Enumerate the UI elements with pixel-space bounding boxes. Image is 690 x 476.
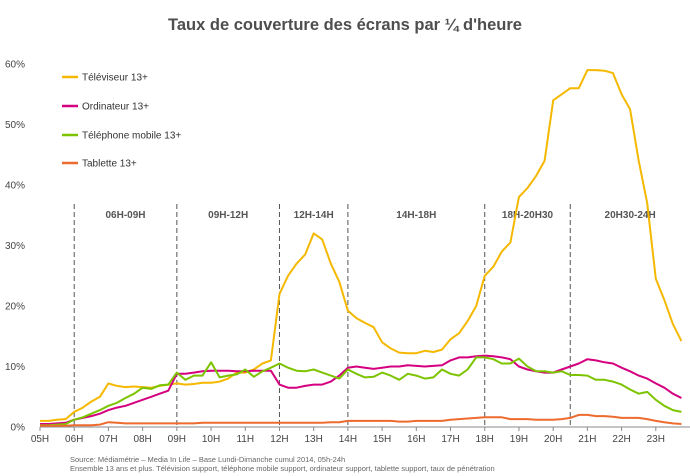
series-line-3 bbox=[40, 413, 682, 427]
source-note: Source: Médiamétrie – Media In Life – Ba… bbox=[70, 455, 495, 473]
period-label: 14H-18H bbox=[396, 210, 436, 221]
x-tick-label: 21H bbox=[578, 434, 596, 445]
series-line-0 bbox=[40, 69, 683, 422]
x-tick-label: 10H bbox=[202, 434, 220, 445]
period-label: 06H-09H bbox=[106, 210, 146, 221]
period-dividers: 06H-09H 09H-12H 12H-14H 14H-18H 18H-20H30 20H… bbox=[73, 204, 656, 427]
period-label: 20H30-24H bbox=[605, 210, 656, 221]
y-tick-label: 30% bbox=[5, 241, 25, 252]
x-tick-label: 19H bbox=[510, 434, 528, 445]
source-line-2: Ensemble 13 ans et plus. Télévision supp… bbox=[70, 464, 495, 473]
x-tick-label: 17H bbox=[441, 434, 459, 445]
legend-label: Téléviseur 13+ bbox=[82, 73, 148, 84]
series-lines bbox=[40, 69, 683, 427]
chart-legend: Téléviseur 13+ Ordinateur 13+ Téléphone mo… bbox=[62, 73, 181, 170]
y-tick-label: 20% bbox=[5, 302, 25, 313]
x-tick-label: 23H bbox=[647, 434, 665, 445]
y-tick-label: 0% bbox=[11, 423, 26, 434]
chart-axes: 0% 10% 20% 30% 40% 50% 60% 05H 06H 07H 08H 09H 10H 11… bbox=[5, 60, 690, 445]
chart-title: Taux de couverture des écrans par ¼ d'he… bbox=[168, 16, 522, 34]
x-tick-label: 14H bbox=[339, 434, 357, 445]
period-label: 12H-14H bbox=[294, 210, 334, 221]
source-line-1: Source: Médiamétrie – Media In Life – Ba… bbox=[70, 455, 346, 464]
x-tick-label: 07H bbox=[99, 434, 117, 445]
y-tick-label: 40% bbox=[5, 181, 25, 192]
legend-label: Téléphone mobile 13+ bbox=[82, 131, 181, 142]
x-tick-label: 22H bbox=[612, 434, 630, 445]
x-tick-label: 06H bbox=[65, 434, 83, 445]
series-line-2 bbox=[40, 356, 682, 427]
x-tick-label: 11H bbox=[236, 434, 254, 445]
x-tick-label: 05H bbox=[31, 434, 49, 445]
x-tick-label: 16H bbox=[407, 434, 425, 445]
legend-label: Ordinateur 13+ bbox=[82, 102, 149, 113]
x-tick-label: 15H bbox=[373, 434, 391, 445]
x-tick-label: 20H bbox=[544, 434, 562, 445]
y-tick-label: 50% bbox=[5, 120, 25, 131]
period-label: 18H-20H30 bbox=[502, 210, 554, 221]
legend-label: Tablette 13+ bbox=[82, 159, 137, 170]
y-tick-label: 10% bbox=[5, 362, 25, 373]
y-tick-label: 60% bbox=[5, 60, 25, 71]
series-line-1 bbox=[40, 354, 682, 425]
x-tick-label: 18H bbox=[476, 434, 494, 445]
x-tick-label: 09H bbox=[168, 434, 186, 445]
x-tick-label: 08H bbox=[133, 434, 151, 445]
x-tick-label: 13H bbox=[305, 434, 323, 445]
period-label: 09H-12H bbox=[208, 210, 248, 221]
x-tick-label: 12H bbox=[270, 434, 288, 445]
